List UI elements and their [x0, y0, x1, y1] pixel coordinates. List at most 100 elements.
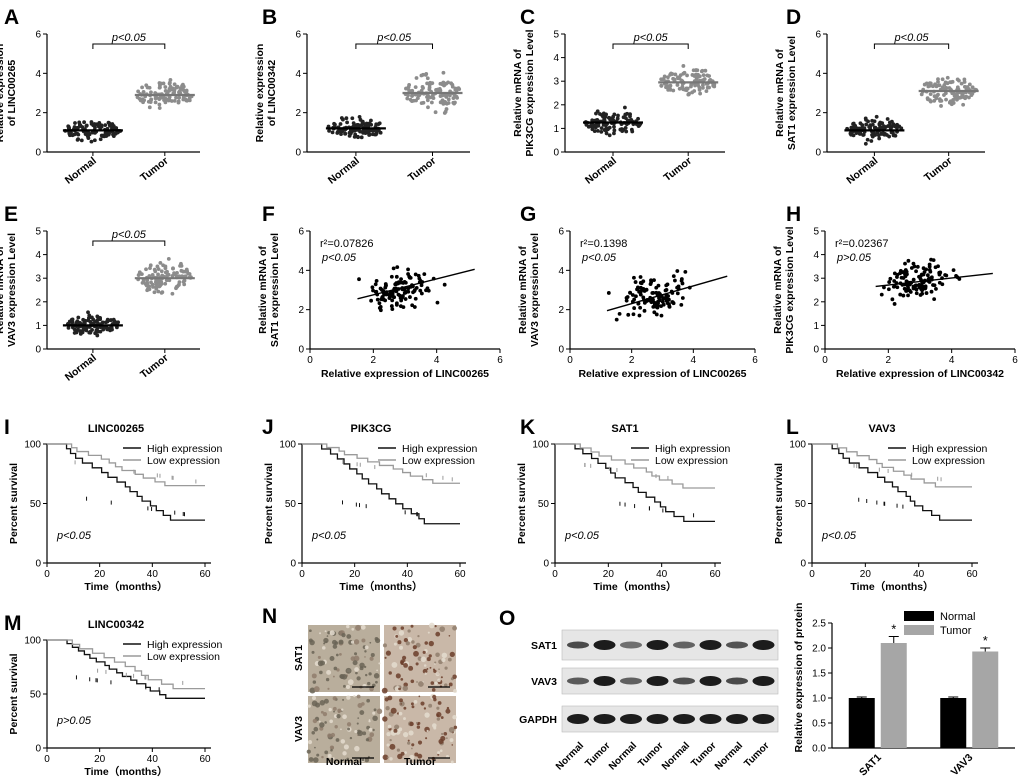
tissue-cell — [415, 642, 421, 648]
tissue-cell — [319, 700, 326, 706]
data-point — [377, 301, 382, 306]
data-point — [705, 85, 710, 90]
data-point — [599, 129, 604, 134]
data-point — [369, 122, 374, 127]
tissue-cell — [410, 702, 414, 706]
data-point — [689, 84, 693, 89]
legend-label: Tumor — [940, 625, 972, 637]
data-point — [81, 328, 85, 333]
data-point — [692, 89, 697, 93]
data-point — [398, 304, 403, 309]
panel-i: LINC00265 0 50 100 0 20 40 60 Percent survival Ti… — [8, 423, 222, 593]
tissue-cell — [350, 640, 355, 644]
y-tick-label: 0 — [543, 559, 549, 570]
chart-title: LINC00342 — [88, 619, 144, 631]
p-value: p<0.05 — [581, 252, 617, 264]
survival-curve-high — [812, 443, 972, 521]
tissue-cell — [315, 702, 321, 708]
data-point — [590, 118, 595, 123]
data-point — [681, 64, 686, 68]
tissue-cell — [412, 645, 417, 650]
protein-band — [567, 714, 589, 724]
tissue-cell — [337, 710, 341, 714]
panel-o-western-blot: OSAT1VAV3GAPDHNormalTumorNormalTumorNorm… — [499, 607, 779, 772]
data-point — [457, 87, 462, 92]
data-point — [654, 285, 659, 290]
tissue-cell — [322, 646, 326, 650]
tissue-cell — [432, 694, 437, 699]
lane-label: Normal — [554, 740, 586, 772]
data-point — [86, 310, 90, 315]
data-point — [911, 277, 916, 282]
data-point — [425, 286, 430, 291]
tissue-cell — [413, 650, 419, 657]
tissue-cell — [428, 622, 435, 629]
tissue-cell — [399, 645, 404, 650]
data-point — [81, 317, 86, 322]
data-point — [698, 91, 703, 96]
tissue-cell — [334, 725, 338, 729]
survival-curve-low — [47, 639, 205, 690]
tissue-cell — [437, 753, 440, 756]
data-point — [964, 94, 969, 99]
tissue-cell — [328, 707, 332, 712]
data-point — [685, 73, 689, 78]
data-point — [891, 284, 896, 289]
legend-label: Normal — [940, 611, 975, 623]
data-point — [425, 76, 430, 81]
data-point — [686, 92, 691, 97]
tissue-cell — [424, 712, 430, 718]
tissue-cell — [394, 685, 401, 692]
data-point — [171, 266, 175, 271]
tissue-cell — [422, 650, 426, 654]
data-point — [378, 305, 383, 309]
panel-m: LINC00342 0 50 100 0 20 40 60 Percent survival Ti… — [8, 619, 222, 778]
y-axis-label: Relative expression — [254, 44, 266, 143]
data-point — [924, 291, 929, 295]
data-point — [675, 291, 680, 296]
tissue-cell — [389, 743, 396, 750]
data-point — [406, 267, 410, 272]
panel-label: M — [4, 612, 22, 635]
data-point — [451, 96, 456, 101]
panel-label: I — [4, 416, 10, 439]
tissue-cell — [438, 668, 440, 671]
chart-title: LINC00265 — [88, 423, 144, 435]
tissue-cell — [355, 624, 362, 631]
tissue-cell — [338, 639, 344, 645]
data-point — [624, 295, 629, 300]
data-point — [701, 73, 706, 78]
x-tick-label: Tumor — [922, 155, 955, 184]
tissue-cell — [354, 667, 359, 672]
data-point — [93, 331, 98, 336]
data-point — [172, 90, 177, 95]
tissue-cell — [441, 657, 446, 663]
tissue-cell — [443, 731, 448, 736]
data-point — [422, 272, 427, 277]
tissue-cell — [320, 710, 324, 714]
tissue-cell — [387, 724, 392, 729]
tissue-cell — [435, 671, 440, 677]
data-point — [679, 278, 684, 283]
p-value: p<0.05 — [564, 530, 600, 542]
data-point — [921, 266, 926, 271]
data-point — [140, 280, 145, 285]
data-point — [705, 73, 710, 78]
x-tick-label: Normal — [844, 155, 880, 187]
data-point — [655, 303, 660, 308]
data-point — [599, 126, 604, 131]
data-point — [612, 131, 616, 136]
data-point — [116, 320, 121, 325]
tissue-cell — [340, 708, 344, 711]
tissue-cell — [399, 698, 403, 703]
data-point — [100, 134, 105, 139]
panel-c: Relative mRNA of PIK3CG expression Level 0… — [512, 29, 725, 187]
ihc-image — [381, 622, 458, 694]
x-tick-label: 0 — [44, 569, 50, 580]
tissue-cell — [354, 745, 360, 752]
data-point — [147, 105, 152, 110]
data-point — [76, 132, 81, 137]
y-tick-label: 4 — [298, 266, 304, 277]
y-tick-label: 6 — [298, 227, 304, 238]
protein-band — [620, 677, 642, 685]
